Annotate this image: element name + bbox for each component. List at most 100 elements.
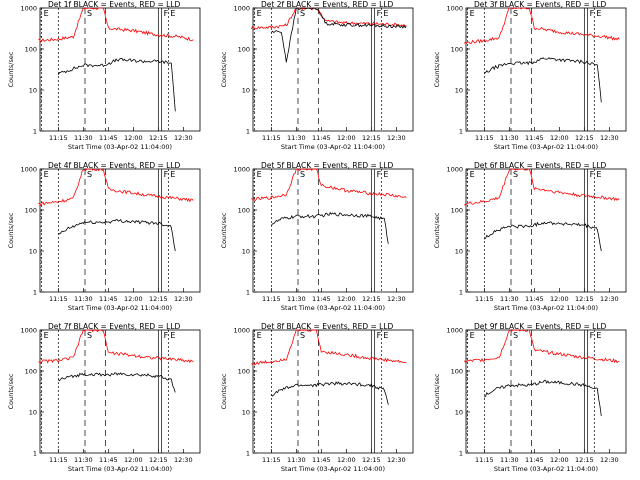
marker-label: E	[257, 170, 262, 179]
x-tick-label: 12:15	[575, 456, 594, 464]
series-events-line	[271, 381, 389, 405]
marker-label: E	[596, 331, 601, 340]
chart-title: Det 7f BLACK = Events, RED = LLD	[48, 322, 181, 331]
y-tick-label: 1000	[446, 5, 463, 13]
marker-label: F	[590, 9, 595, 18]
x-axis-label: Start Time (03-Apr-02 11:04:00)	[494, 465, 598, 473]
y-tick-label: 1	[459, 289, 463, 297]
x-tick-label: 11:45	[99, 295, 118, 303]
plot-frame	[252, 168, 414, 293]
y-tick-label: 10	[29, 409, 37, 417]
chart-title: Det 4f BLACK = Events, RED = LLD	[48, 161, 181, 170]
x-tick-label: 11:15	[49, 295, 68, 303]
y-tick-label: 10	[29, 248, 37, 256]
x-tick-label: 12:30	[174, 134, 193, 142]
x-tick-label: 12:15	[149, 134, 168, 142]
chart-panel-8: Det 8f BLACK = Events, RED = LLD 1 10 100 10…	[220, 322, 414, 473]
y-axis-label: Counts/sec	[220, 212, 228, 248]
plot-frame	[465, 7, 627, 132]
marker-label: S	[87, 331, 92, 340]
y-tick-label: 1	[459, 128, 463, 136]
y-tick-label: 100	[451, 207, 463, 215]
x-tick-label: 11:15	[475, 456, 494, 464]
plot-frame	[39, 329, 201, 454]
x-tick-label: 12:00	[337, 456, 356, 464]
x-tick-label: 11:45	[312, 134, 331, 142]
marker-label: S	[513, 9, 518, 18]
marker-label: E	[470, 9, 475, 18]
y-tick-label: 100	[451, 368, 463, 376]
y-tick-label: 1	[33, 450, 37, 458]
series-events-line	[57, 57, 176, 112]
x-axis-label: Start Time (03-Apr-02 11:04:00)	[494, 304, 598, 312]
x-axis-label: Start Time (03-Apr-02 11:04:00)	[68, 304, 172, 312]
marker-label: S	[513, 331, 518, 340]
chart-title: Det 1f BLACK = Events, RED = LLD	[48, 0, 181, 9]
plot-frame	[39, 7, 201, 132]
series-events-line	[58, 372, 176, 393]
plot-frame	[465, 168, 627, 293]
y-axis-label: Counts/sec	[433, 373, 441, 409]
x-tick-label: 11:30	[74, 295, 93, 303]
marker-label: E	[470, 331, 475, 340]
x-axis-label: Start Time (03-Apr-02 11:04:00)	[68, 143, 172, 151]
plot-frame	[465, 329, 627, 454]
chart-title: Det 2f BLACK = Events, RED = LLD	[261, 0, 394, 9]
chart-panel-2: Det 2f BLACK = Events, RED = LLD 1 10 100 10…	[220, 0, 414, 151]
x-tick-label: 12:30	[174, 456, 193, 464]
x-tick-label: 12:15	[575, 134, 594, 142]
y-tick-label: 100	[25, 46, 37, 54]
y-tick-label: 10	[455, 248, 463, 256]
marker-label: E	[257, 9, 262, 18]
marker-label: E	[44, 170, 49, 179]
x-tick-label: 12:00	[337, 134, 356, 142]
chart-panel-1: Det 1f BLACK = Events, RED = LLD 1 10 100 10…	[7, 0, 201, 151]
series-lld-line	[463, 329, 620, 364]
y-tick-label: 1000	[233, 5, 250, 13]
series-events-line	[58, 218, 176, 252]
marker-label: E	[383, 9, 388, 18]
marker-label: E	[44, 331, 49, 340]
marker-label: S	[300, 331, 305, 340]
x-tick-label: 11:15	[49, 456, 68, 464]
x-axis-label: Start Time (03-Apr-02 11:04:00)	[281, 465, 385, 473]
y-tick-label: 100	[25, 368, 37, 376]
series-lld-line	[463, 7, 620, 45]
y-tick-label: 1	[459, 450, 463, 458]
x-tick-label: 12:15	[149, 456, 168, 464]
chart-panel-4: Det 4f BLACK = Events, RED = LLD 1 10 100 10…	[7, 161, 201, 312]
y-axis-label: Counts/sec	[7, 212, 15, 248]
x-axis-label: Start Time (03-Apr-02 11:04:00)	[494, 143, 598, 151]
y-tick-label: 100	[451, 46, 463, 54]
marker-label: F	[590, 170, 595, 179]
y-tick-label: 10	[242, 87, 250, 95]
x-tick-label: 12:00	[124, 134, 143, 142]
series-lld-line	[251, 168, 407, 202]
x-tick-label: 12:00	[550, 456, 569, 464]
y-tick-label: 100	[238, 207, 250, 215]
x-axis-label: Start Time (03-Apr-02 11:04:00)	[281, 143, 385, 151]
x-tick-label: 12:30	[600, 456, 619, 464]
chart-panel-6: Det 6f BLACK = Events, RED = LLD 1 10 100 10…	[433, 161, 627, 312]
marker-label: F	[164, 170, 169, 179]
series-events-line	[270, 211, 389, 244]
marker-label: S	[300, 170, 305, 179]
series-lld-line	[38, 168, 194, 206]
x-tick-label: 11:30	[500, 134, 519, 142]
x-tick-label: 12:30	[387, 295, 406, 303]
series-lld-line	[463, 168, 620, 206]
marker-label: E	[170, 331, 175, 340]
marker-label: S	[87, 170, 92, 179]
x-tick-label: 11:45	[525, 456, 544, 464]
y-tick-label: 1	[33, 128, 37, 136]
chart-title: Det 9f BLACK = Events, RED = LLD	[474, 322, 607, 331]
marker-label: E	[596, 9, 601, 18]
x-tick-label: 11:45	[99, 134, 118, 142]
series-lld-line	[250, 7, 407, 30]
x-tick-label: 11:30	[74, 134, 93, 142]
y-tick-label: 1000	[446, 327, 463, 335]
x-tick-label: 11:45	[99, 456, 118, 464]
plot-frame	[39, 168, 201, 293]
